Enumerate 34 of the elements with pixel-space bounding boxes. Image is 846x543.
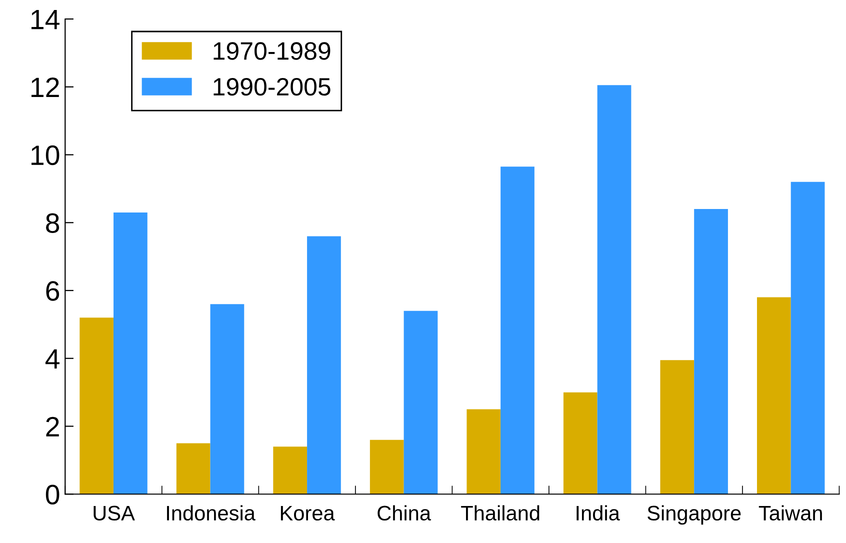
x-tick-label: Taiwan [758, 505, 822, 521]
x-tick-label: Indonesia [167, 505, 256, 521]
bar [563, 392, 598, 494]
bar [756, 297, 791, 494]
legend-label: 1990-2005 [214, 78, 330, 96]
y-tick-label: 4 [45, 349, 60, 368]
y-tick-label: 8 [46, 213, 60, 233]
legend-label: 1970-1989 [214, 42, 330, 60]
bar [790, 182, 825, 494]
y-tick-label: 2 [46, 416, 59, 436]
bar [114, 212, 148, 494]
x-tick-label: India [576, 505, 620, 521]
bar [370, 440, 404, 494]
bar [466, 409, 501, 494]
bar [176, 443, 210, 494]
y-tick-label: 0 [46, 484, 60, 504]
x-tick-label: China [378, 505, 432, 521]
bar [404, 310, 438, 494]
y-tick-label: 12 [32, 78, 59, 97]
bar [597, 85, 632, 494]
bar [273, 446, 308, 494]
bar [694, 209, 728, 494]
x-tick-label: Thailand [461, 505, 540, 521]
x-tick-label: Korea [280, 506, 335, 521]
bar [80, 318, 114, 494]
bar [307, 236, 341, 494]
y-tick-label: 6 [46, 281, 60, 301]
y-tick-label: 10 [32, 145, 60, 166]
bar [660, 360, 694, 494]
bar [210, 304, 244, 494]
x-tick-label: USA [94, 506, 135, 521]
x-tick-label: Singapore [648, 505, 741, 525]
bar [500, 166, 534, 494]
y-tick-label: 14 [32, 10, 60, 30]
